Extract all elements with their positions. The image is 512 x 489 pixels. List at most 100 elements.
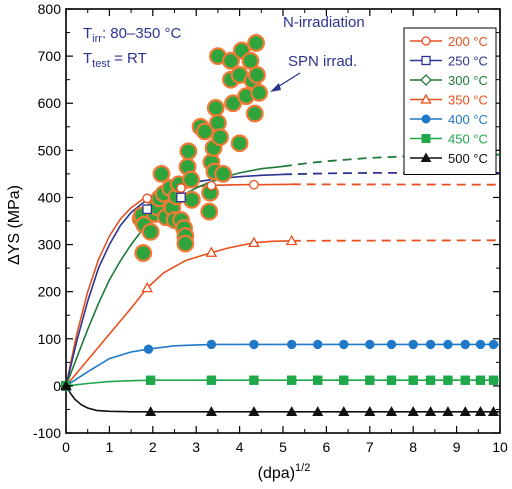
legend-label: 350 °C [448,93,488,108]
data-point [313,375,323,385]
data-point [145,375,156,385]
n-irradiation-label: N-irradiation [283,14,365,31]
fit-line [65,385,500,413]
data-point [421,55,431,66]
extrapolation-dashed-line [291,239,501,242]
spn-point [241,51,260,70]
data-point [249,375,259,385]
data-point [459,406,471,416]
spn-point [248,66,266,84]
data-point [285,234,298,246]
spn-point [179,142,198,161]
y-tick-label: 800 [38,1,62,17]
x-tick-label: 3 [192,439,200,455]
x-tick-label: 9 [453,439,461,455]
tirr-annotation: Tirr: 80–350 °C [83,25,182,45]
spn-point [141,222,160,241]
data-point [460,339,470,350]
data-point [420,74,432,86]
spn-point [230,134,249,153]
data-point [475,339,486,350]
fit-curves [65,153,501,413]
data-point [487,406,500,416]
data-point [385,406,398,416]
y-tick-label: 500 [38,142,62,158]
data-point [421,134,431,143]
data-point [206,375,217,385]
data-point [312,406,324,416]
y-tick-label: 400 [38,189,62,205]
data-point [408,375,418,385]
data-point [386,339,397,350]
x-tick-label: 5 [279,439,287,455]
y-tick-label: 300 [38,237,62,253]
data-point [249,179,259,190]
extrapolation-dashed-line [282,153,501,168]
x-tick-label: 6 [323,439,331,455]
data-point [143,344,154,354]
spn-arrow-line [275,72,301,89]
spn-point [176,234,195,253]
data-point [420,152,432,162]
legend-label: 400 °C [448,112,488,127]
spn-point [206,99,225,117]
spn-point [200,202,219,221]
y-axis-label: ΔYS (MPa) [6,185,23,265]
data-point [407,406,419,416]
legend-label: 500 °C [448,151,488,166]
x-tick-label: 2 [149,439,157,455]
data-point [176,183,186,193]
x-tick-label: 7 [366,439,374,455]
y-tick-label: 100 [38,331,62,347]
data-point [420,93,432,104]
data-point [142,193,153,204]
legend: 200 °C 250 °C 300 °C 350 °C 400 °C 450 °C 500 … [403,27,497,175]
data-point [364,406,376,416]
spn-point [182,190,201,209]
spn-point [152,164,171,183]
y-tick-label: -100 [33,425,61,441]
data-point [365,375,375,385]
data-point [425,339,436,350]
data-point [425,406,437,416]
data-point [474,406,487,416]
x-tick-label: 4 [236,439,244,455]
data-point [475,375,486,385]
spn-point [214,164,233,183]
y-tick-label: 700 [38,48,62,64]
legend-label: 450 °C [448,132,488,147]
spn-point [182,170,200,189]
data-point [425,375,436,385]
x-tick-label: 0 [62,439,70,455]
data-point [488,339,499,350]
spn-arrow-head [270,83,281,92]
data-point [176,192,186,203]
data-point [206,339,217,350]
legend-label: 250 °C [448,54,488,69]
y-tick-label: 200 [38,284,62,300]
x-tick-label: 10 [492,439,508,455]
data-point [249,339,259,350]
data-point [248,406,260,416]
y-tick-label: 0 [53,378,61,394]
data-point [313,339,323,350]
spn-point [195,122,214,141]
data-point [339,339,349,350]
data-point [421,114,431,124]
data-point [142,204,153,215]
data-point [338,406,350,416]
spn-point [250,83,269,102]
y-tick-label: 600 [38,95,62,111]
data-point [488,375,499,385]
x-axis-label: (dpa)1/2 [258,462,311,482]
data-point [286,339,297,350]
data-point [443,375,453,385]
data-point [460,375,470,385]
data-point [286,406,298,416]
data-point [339,375,349,385]
data-point [421,36,431,46]
legend-label: 300 °C [448,73,488,88]
spn-point [222,51,240,70]
x-tick-label: 8 [409,439,417,455]
